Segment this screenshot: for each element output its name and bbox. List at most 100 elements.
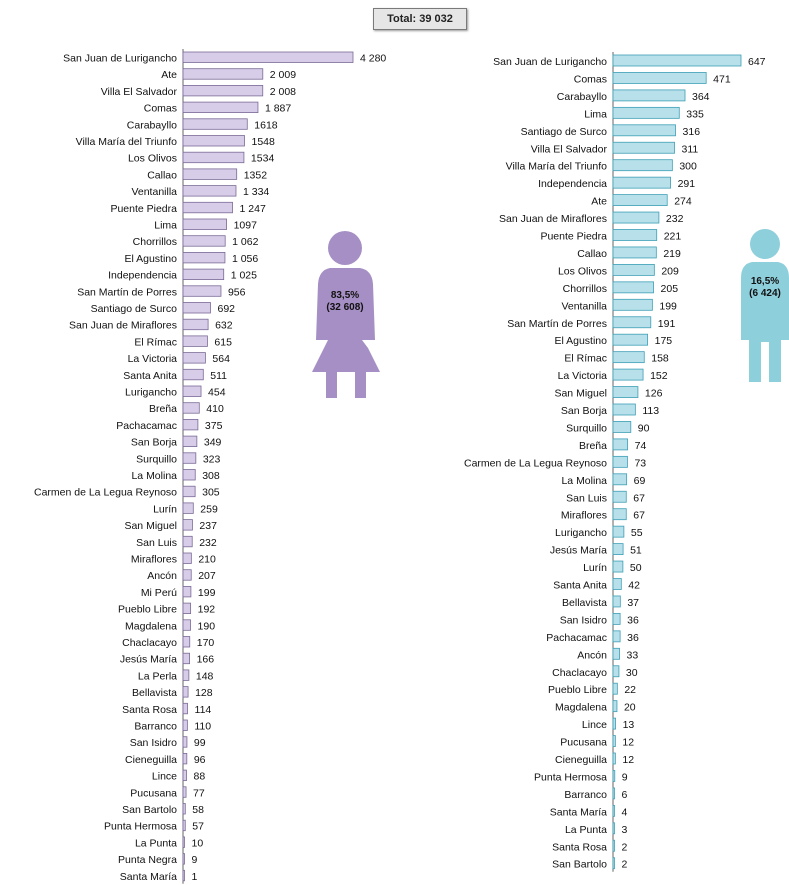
men-category-label: Bellavista [562,597,607,609]
women-category-label: Bellavista [132,687,177,699]
women-category-label: Magdalena [125,620,177,632]
women-category-label: San Bartolo [122,804,177,816]
women-value-label: 375 [205,420,223,432]
men-bar [612,194,668,207]
women-bar [182,535,193,548]
women-category-label: Punta Hermosa [104,821,177,833]
total-badge: Total: 39 032 [373,8,467,30]
women-bar [182,803,186,815]
women-bar [182,418,199,431]
women-bar [182,819,186,832]
men-value-label: 4 [622,806,628,818]
men-value-label: 12 [622,737,634,749]
men-bar [612,141,675,154]
women-category-label: Puente Piedra [110,203,177,215]
women-value-label: 1534 [251,153,275,165]
women-category-label: La Perla [138,670,177,682]
women-category-label: La Punta [135,837,177,849]
men-bar [612,490,627,503]
women-value-label: 148 [196,670,214,682]
men-category-label: Santa María [550,806,607,818]
women-bar [182,251,226,264]
men-category-label: Breña [579,440,607,452]
men-category-label: Ventanilla [561,300,607,312]
women-category-label: El Rímac [134,336,177,348]
men-value-label: 42 [628,580,640,592]
women-category-label: Cieneguilla [125,754,177,766]
women-value-label: 88 [193,771,205,783]
women-bar [182,552,192,564]
women-category-label: El Agustino [124,253,177,265]
women-value-label: 1 [192,871,198,883]
women-share-label: 83,5% (32 608) [315,290,375,314]
women-category-label: Santiago de Surco [91,303,178,315]
women-value-label: 323 [203,453,221,465]
men-category-label: Lince [582,719,607,731]
women-value-label: 96 [194,754,206,766]
women-category-label: Lurín [153,503,177,515]
men-category-label: Magdalena [555,702,607,714]
women-bar [182,185,237,197]
men-bar [612,455,628,468]
women-value-label: 1097 [234,220,258,232]
women-value-label: 2 008 [270,86,296,98]
women-value-label: 1548 [251,136,275,148]
men-value-label: 36 [627,632,639,644]
men-category-label: Punta Hermosa [534,771,607,783]
men-category-label: El Rímac [564,353,607,365]
men-category-label: San Juan de Lurigancho [493,56,607,68]
men-category-label: Lima [584,108,607,120]
women-category-label: Miraflores [131,554,177,566]
men-share-label: 16,5% (6 424) [741,276,789,300]
women-bar [182,652,190,665]
men-category-label: Villa El Salvador [531,143,608,155]
women-category-label: Barranco [134,721,177,733]
women-bar [182,736,188,748]
men-value-label: 2 [622,841,628,853]
women-category-label: Jesús María [120,654,177,666]
men-bar [612,368,644,381]
men-value-label: 3 [622,824,628,836]
men-bar [612,229,658,241]
women-category-label: Pueblo Libre [118,604,177,616]
women-bar [182,201,233,214]
men-bar [612,421,632,433]
women-bar [182,268,225,281]
men-bar [612,735,616,747]
men-value-label: 647 [748,56,766,68]
men-value-label: 205 [661,283,679,295]
men-category-label: El Agustino [554,335,607,347]
men-category-label: Pueblo Libre [548,684,607,696]
women-bar [182,686,189,698]
men-count: (6 424) [749,288,781,299]
men-value-label: 74 [635,440,647,452]
women-value-label: 308 [202,470,220,482]
men-value-label: 55 [631,527,643,539]
men-value-label: 158 [651,353,669,365]
women-value-label: 99 [194,737,206,749]
women-category-label: San Borja [131,437,177,449]
women-bar [182,702,188,715]
women-bar [182,118,248,130]
male-icon [741,229,789,382]
women-value-label: 564 [212,353,230,365]
women-value-label: 207 [198,570,216,582]
men-value-label: 6 [622,789,628,801]
men-bar [612,176,671,189]
men-value-label: 311 [682,143,699,155]
men-value-label: 300 [679,161,697,173]
women-bar [182,85,264,97]
men-bar [612,665,620,678]
men-value-label: 2 [622,859,628,871]
women-value-label: 1 025 [231,270,257,282]
men-bar [612,159,673,172]
women-bar [182,135,245,147]
women-bar [182,502,194,514]
men-category-label: Lurín [583,562,607,574]
men-value-label: 219 [663,248,681,260]
women-value-label: 305 [202,487,220,499]
men-value-label: 274 [674,196,692,208]
women-bar [182,586,192,598]
men-bar [612,211,660,224]
men-category-label: Pachacamac [546,632,607,644]
